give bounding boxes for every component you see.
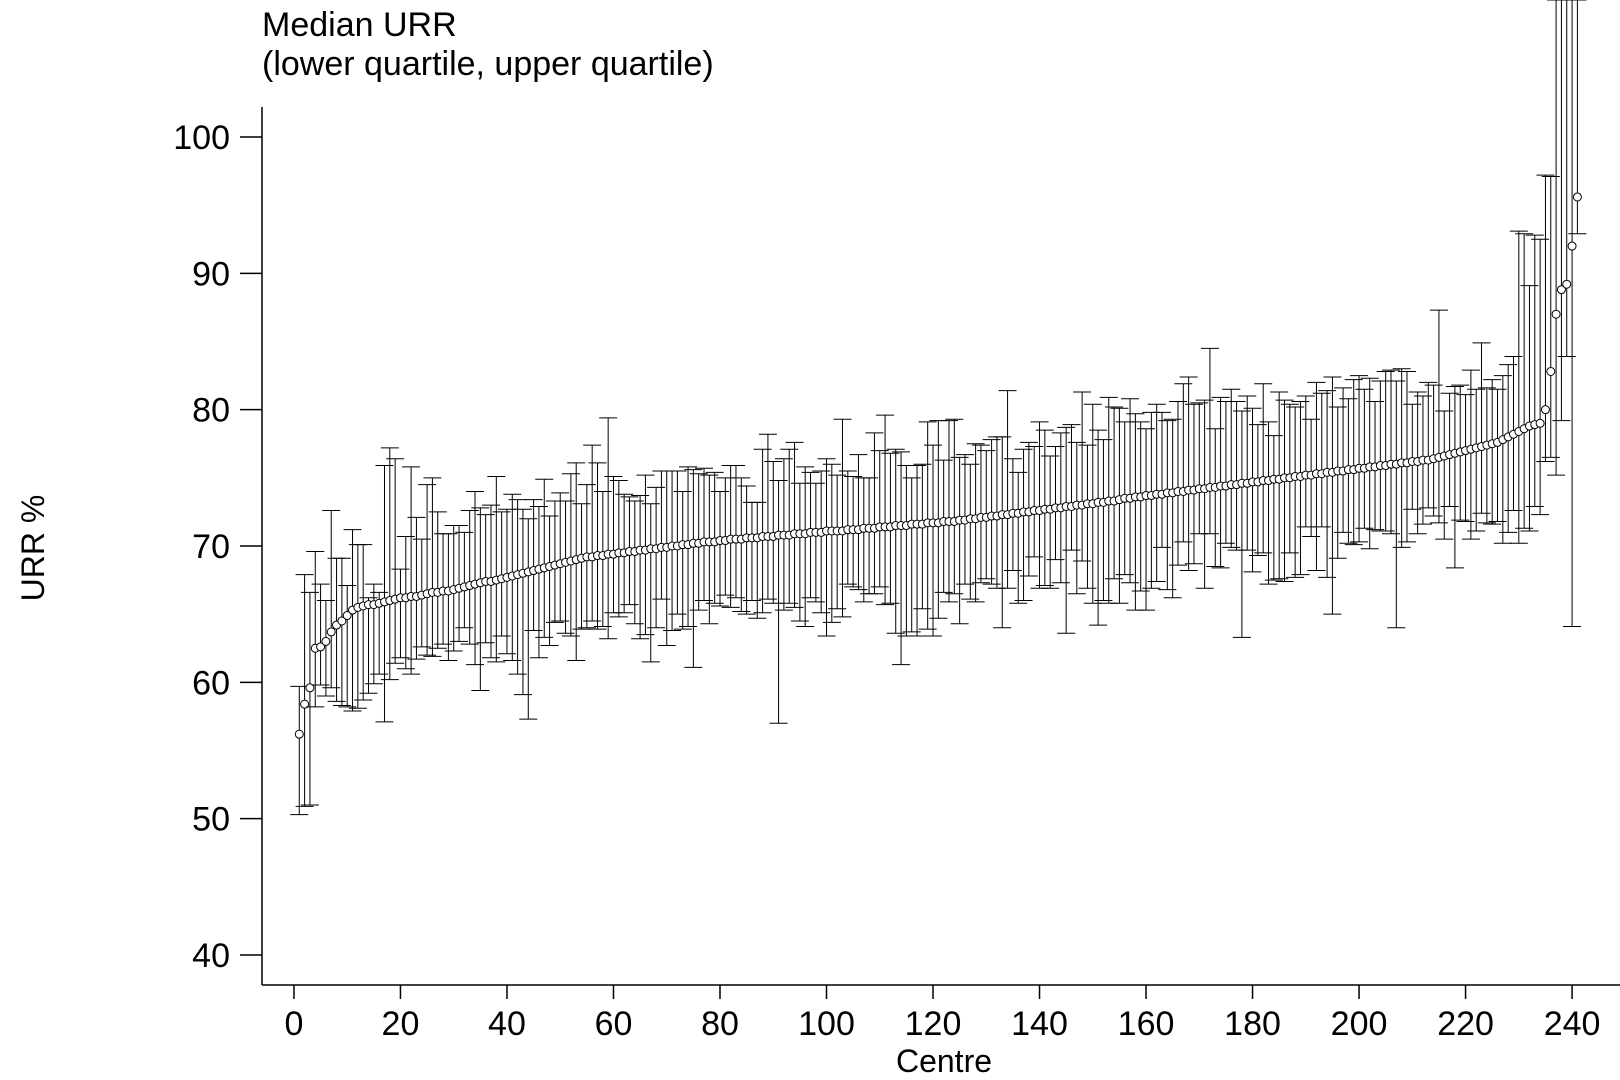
x-tick-label-80: 80 [701,1005,739,1043]
x-tick-label-160: 160 [1118,1005,1175,1043]
x-tick-label-200: 200 [1331,1005,1388,1043]
median-point-10 [342,611,352,621]
x-tick-label-220: 220 [1437,1005,1494,1043]
x-tick-label-240: 240 [1544,1005,1601,1043]
x-tick-label-140: 140 [1011,1005,1068,1043]
y-tick-label-100: 100 [173,119,230,157]
y-tick-label-40: 40 [192,937,230,975]
chart-title: Median URR [262,6,457,44]
median-point-7 [326,627,336,637]
x-tick-label-0: 0 [284,1005,303,1043]
y-tick-label-80: 80 [192,392,230,430]
median-point-237 [1551,309,1561,319]
x-axis-label: Centre [896,1043,992,1079]
median-point-5 [316,642,326,652]
y-tick-label-70: 70 [192,528,230,566]
median-point-234 [1535,418,1545,428]
x-tick-label-20: 20 [382,1005,420,1043]
median-point-236 [1546,366,1556,376]
y-ticks: 40 50 60 70 80 90 100 [173,119,262,975]
y-tick-label-50: 50 [192,801,230,839]
median-point-3 [305,683,315,693]
median-point-240 [1567,241,1577,251]
x-tick-label-40: 40 [488,1005,526,1043]
x-ticks: 0 20 40 60 80 100 120 140 160 180 200 220 240 [284,985,1600,1043]
x-tick-label-100: 100 [798,1005,855,1043]
y-tick-label-60: 60 [192,664,230,702]
x-tick-label-180: 180 [1224,1005,1281,1043]
median-point-6 [321,636,331,646]
y-axis-label: URR % [15,495,51,602]
median-point-235 [1540,405,1550,415]
x-tick-label-120: 120 [905,1005,962,1043]
median-point-1 [294,729,304,739]
median-point-239 [1562,279,1572,289]
median-point-241 [1572,192,1582,202]
data-marks [290,0,1587,816]
median-point-238 [1556,285,1566,295]
y-tick-label-90: 90 [192,255,230,293]
x-tick-label-60: 60 [595,1005,633,1043]
chart-subtitle: (lower quartile, upper quartile) [262,45,714,83]
median-point-2 [300,699,310,709]
median-point-9 [337,616,347,626]
